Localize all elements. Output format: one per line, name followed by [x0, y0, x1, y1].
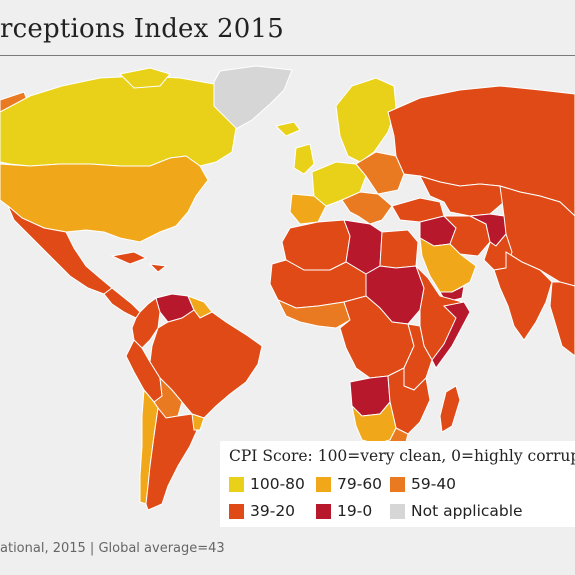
region-arabia: [419, 237, 477, 293]
legend-label: 39-20: [250, 502, 296, 520]
legend-item-79-60: 79-60: [316, 474, 382, 494]
legend-item-39-20: 39-20: [229, 501, 295, 521]
legend-item-not-applicable: Not applicable: [390, 501, 523, 521]
region-argentina: [145, 406, 199, 511]
legend-swatch: [229, 476, 244, 492]
region-west-africa-coast: [276, 298, 351, 329]
legend-swatch: [390, 503, 405, 519]
region-egypt: [379, 229, 419, 269]
region-central-asia: [419, 175, 505, 217]
legend-label: 100-80: [250, 475, 305, 493]
legend-title: CPI Score: 100=very clean, 0=highly corr…: [229, 447, 575, 465]
region-india: [493, 251, 553, 341]
title-divider: [0, 55, 575, 56]
legend-item-19-0: 19-0: [316, 501, 372, 521]
legend-label: Not applicable: [411, 502, 523, 520]
legend-swatch: [390, 476, 405, 492]
region-caribbean: [110, 251, 168, 273]
legend-label: 59-40: [411, 475, 457, 493]
region-somalia: [431, 301, 471, 369]
legend-label: 79-60: [337, 475, 383, 493]
region-uruguay: [191, 413, 205, 431]
region-southeast-asia: [549, 281, 575, 357]
region-madagascar: [439, 385, 461, 433]
map-title: rceptions Index 2015: [0, 14, 284, 44]
source-footer: ational, 2015 | Global average=43: [0, 541, 225, 556]
region-southern-europe: [341, 191, 393, 225]
map-legend: CPI Score: 100=very clean, 0=highly corr…: [220, 441, 575, 527]
legend-item-100-80: 100-80: [229, 474, 305, 494]
region-scandinavia: [335, 77, 397, 163]
region-iceland: [275, 121, 301, 137]
legend-label: 19-0: [337, 502, 373, 520]
region-arctic-islands: [118, 67, 171, 89]
region-uk: [293, 143, 315, 175]
world-map-svg: [0, 65, 575, 511]
legend-swatch: [229, 503, 244, 519]
region-eastern-europe: [355, 151, 405, 195]
legend-item-59-40: 59-40: [390, 474, 456, 494]
region-canada: [0, 75, 237, 167]
legend-swatch: [316, 503, 331, 519]
region-northwest-africa: [281, 219, 351, 271]
legend-swatch: [316, 476, 331, 492]
region-central-america: [103, 287, 141, 319]
